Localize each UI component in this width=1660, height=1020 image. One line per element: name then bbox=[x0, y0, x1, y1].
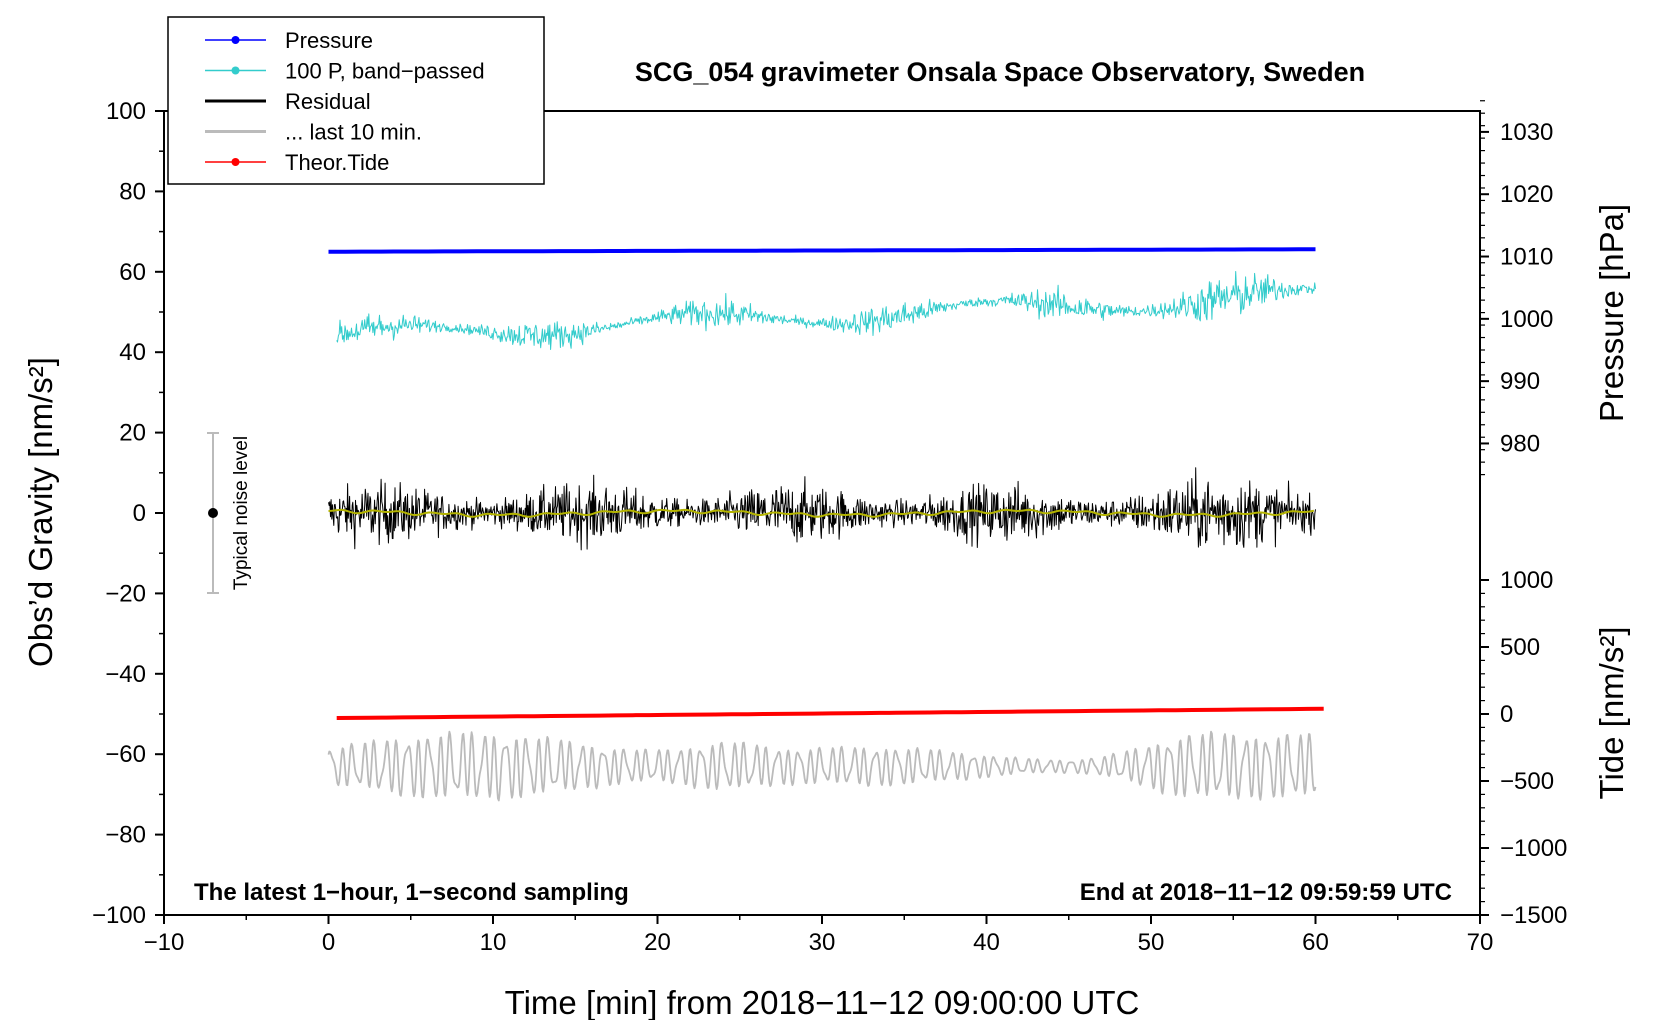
pressure-tick-label: 1030 bbox=[1500, 119, 1553, 146]
x-tick-label: −10 bbox=[144, 929, 185, 956]
x-axis-label: Time [min] from 2018−11−12 09:00:00 UTC bbox=[505, 984, 1140, 1020]
noise-bar: Typical noise level bbox=[207, 432, 252, 594]
y-tick-label: 80 bbox=[119, 178, 146, 205]
pressure-tick-label: 980 bbox=[1500, 430, 1540, 457]
legend-marker bbox=[231, 36, 240, 44]
legend-label: Residual bbox=[285, 89, 371, 114]
x-tick-label: 0 bbox=[322, 929, 335, 956]
series-layer bbox=[327, 247, 1324, 802]
tide-tick-label: −1500 bbox=[1500, 902, 1567, 929]
x-tick-label: 60 bbox=[1302, 929, 1329, 956]
series-theor-tide bbox=[336, 706, 1324, 720]
tide-tick-label: −500 bbox=[1500, 768, 1554, 795]
noise-label: Typical noise level bbox=[231, 436, 252, 590]
y-tick-label: −40 bbox=[105, 661, 146, 688]
pressure-tick-label: 1010 bbox=[1500, 244, 1553, 271]
x-tick-label: 50 bbox=[1138, 929, 1165, 956]
tide-tick-label: 0 bbox=[1500, 701, 1513, 728]
y-tick-label: −20 bbox=[105, 580, 146, 607]
y-tick-label: −80 bbox=[105, 822, 146, 849]
y-axis-label-tide: Tide [nm/s²] bbox=[1593, 627, 1630, 800]
tide-tick-label: 1000 bbox=[1500, 567, 1553, 594]
series-band-passed bbox=[336, 271, 1316, 350]
y-tick-label: 0 bbox=[133, 500, 146, 527]
y-tick-label: 20 bbox=[119, 420, 146, 447]
series-pressure bbox=[328, 247, 1316, 254]
x-tick-label: 30 bbox=[809, 929, 836, 956]
annotation-right: End at 2018−11−12 09:59:59 UTC bbox=[1080, 879, 1452, 906]
pressure-tick-label: 1000 bbox=[1500, 306, 1553, 333]
x-tick-label: 10 bbox=[480, 929, 507, 956]
tide-tick-label: −1000 bbox=[1500, 835, 1567, 862]
noise-bar-point bbox=[208, 508, 218, 518]
legend-label: Pressure bbox=[285, 28, 373, 53]
y-tick-label: 40 bbox=[119, 339, 146, 366]
pressure-tick-label: 990 bbox=[1500, 368, 1540, 395]
x-tick-label: 70 bbox=[1467, 929, 1494, 956]
legend-marker bbox=[231, 66, 240, 75]
y-tick-label: 60 bbox=[119, 259, 146, 286]
pressure-tick-label: 1020 bbox=[1500, 181, 1553, 208]
tide-tick-label: 500 bbox=[1500, 634, 1540, 661]
y-tick-label: −100 bbox=[92, 902, 146, 929]
series-residual bbox=[328, 467, 1316, 551]
legend-label: ... last 10 min. bbox=[285, 120, 422, 145]
y-axis-label-left: Obs’d Gravity [nm/s²] bbox=[22, 357, 59, 667]
y-axis-label-pressure: Pressure [hPa] bbox=[1593, 204, 1630, 422]
x-tick-label: 40 bbox=[973, 929, 1000, 956]
legend-label: Theor.Tide bbox=[285, 150, 389, 175]
annotation-left: The latest 1−hour, 1−second sampling bbox=[194, 879, 629, 906]
legend: Pressure 100 P, band−passed Residual ... la… bbox=[167, 16, 545, 185]
chart-title: SCG_054 gravimeter Onsala Space Observat… bbox=[635, 57, 1365, 87]
legend-label: 100 P, band−passed bbox=[285, 59, 485, 84]
x-tick-label: 20 bbox=[644, 929, 671, 956]
y-tick-label: 100 bbox=[106, 98, 146, 125]
y-tick-label: −60 bbox=[105, 741, 146, 768]
series-residual-smoothed bbox=[328, 508, 1315, 518]
series-last-10-min bbox=[327, 730, 1317, 802]
axes-layer: −10 0 10 20 30 40 50 60 70100806040200−20−40−60−… bbox=[92, 98, 1567, 956]
legend-marker bbox=[231, 158, 240, 166]
